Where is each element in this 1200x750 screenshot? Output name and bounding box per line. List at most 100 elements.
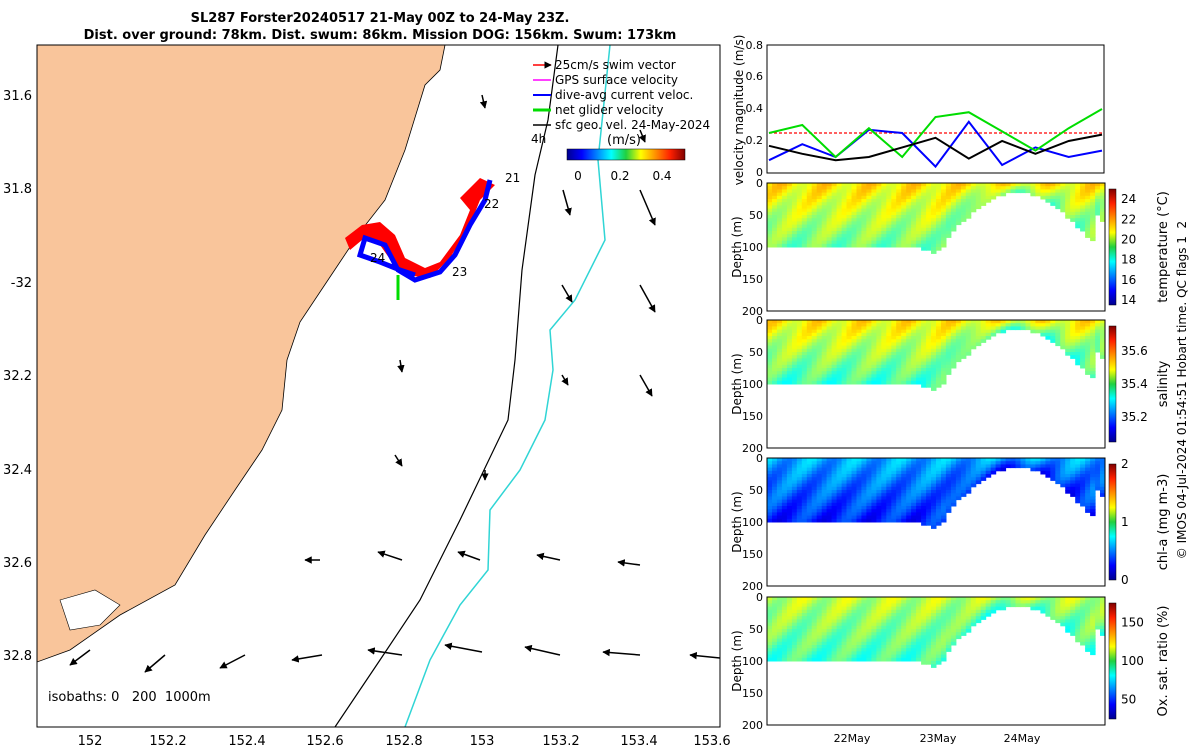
section-cell bbox=[1030, 603, 1036, 608]
section-cell bbox=[1025, 597, 1031, 601]
section-cell bbox=[806, 364, 813, 369]
section-cell bbox=[796, 496, 803, 501]
section-cell bbox=[891, 474, 897, 478]
section-cell bbox=[821, 332, 828, 337]
section-cell bbox=[1065, 470, 1071, 475]
section-cell bbox=[950, 227, 957, 232]
section-cell bbox=[886, 619, 892, 624]
section-cell bbox=[975, 320, 982, 324]
section-cell bbox=[931, 651, 937, 656]
section-cell bbox=[846, 648, 852, 652]
section-cell bbox=[916, 215, 922, 219]
section-cell bbox=[936, 323, 942, 327]
section-cell bbox=[926, 189, 932, 194]
section-cell bbox=[851, 597, 857, 601]
section-cell bbox=[916, 234, 922, 238]
section-cell bbox=[965, 326, 972, 331]
section-cell bbox=[851, 603, 857, 608]
section-cell bbox=[801, 348, 808, 353]
section-cell bbox=[911, 192, 917, 197]
section-cell bbox=[781, 186, 788, 190]
section-cell bbox=[816, 377, 823, 382]
section-cell bbox=[995, 600, 1002, 604]
section-cell bbox=[831, 515, 838, 520]
section-cell bbox=[866, 499, 872, 504]
section-cell bbox=[781, 240, 788, 245]
section-cell bbox=[1065, 458, 1071, 462]
section-cell bbox=[926, 199, 932, 203]
section-cell bbox=[826, 221, 833, 226]
time-tick-22may: 22May bbox=[834, 732, 871, 745]
section-cell bbox=[891, 506, 897, 510]
section-cell bbox=[876, 380, 882, 385]
section-cell bbox=[916, 458, 922, 462]
section-cell bbox=[861, 323, 867, 327]
section-cell bbox=[1095, 199, 1101, 203]
section-cell bbox=[1090, 323, 1096, 327]
section-cell bbox=[836, 616, 843, 620]
section-cell bbox=[1010, 326, 1017, 331]
section-cell bbox=[950, 464, 957, 469]
section-cell bbox=[931, 227, 937, 232]
section-cell bbox=[861, 320, 867, 324]
section-cell bbox=[941, 464, 947, 469]
section-cell bbox=[970, 467, 977, 472]
section-cell bbox=[965, 477, 972, 481]
map-x-tick: 153.4 bbox=[620, 734, 657, 749]
section-cell bbox=[811, 361, 818, 366]
track-label-23: 23 bbox=[452, 265, 467, 279]
section-cell bbox=[866, 326, 872, 331]
section-cell bbox=[975, 329, 982, 334]
section-cell bbox=[1030, 186, 1036, 190]
section-cell bbox=[955, 619, 962, 624]
section-cell bbox=[911, 380, 917, 385]
section-cell bbox=[841, 499, 848, 504]
section-cell bbox=[1060, 461, 1066, 465]
section-cell bbox=[906, 606, 912, 611]
section-cell bbox=[876, 339, 882, 343]
section-cell bbox=[975, 609, 982, 614]
section-cell bbox=[945, 336, 952, 340]
section-cell bbox=[1050, 320, 1056, 324]
section-cell bbox=[866, 342, 872, 347]
section-cell bbox=[886, 323, 892, 327]
section-cell bbox=[796, 625, 803, 630]
section-cell bbox=[871, 374, 877, 379]
section-cell bbox=[901, 493, 907, 497]
section-cell bbox=[866, 629, 872, 633]
section-cell bbox=[1070, 600, 1076, 604]
map-axis-x: 152 152.2 152.4 152.6 152.8 153 153.2 15… bbox=[78, 734, 731, 749]
section-cell bbox=[1040, 609, 1046, 614]
section-cell bbox=[891, 499, 897, 504]
section-cell bbox=[1085, 483, 1091, 488]
section-cell bbox=[801, 227, 808, 232]
section-cell bbox=[791, 509, 798, 513]
section-cell bbox=[936, 600, 942, 604]
section-cell bbox=[941, 629, 947, 633]
section-cell bbox=[1070, 320, 1076, 324]
section-cell bbox=[896, 371, 902, 375]
section-cell bbox=[786, 205, 793, 210]
section-cell bbox=[826, 506, 833, 510]
section-cell bbox=[1055, 609, 1061, 614]
section-cell bbox=[801, 202, 808, 206]
section-cell bbox=[891, 237, 897, 242]
section-cell bbox=[801, 326, 808, 331]
section-cell bbox=[866, 638, 872, 643]
section-cell bbox=[936, 490, 942, 494]
section-cell bbox=[1090, 458, 1096, 462]
section-cell bbox=[866, 619, 872, 624]
section-cell bbox=[921, 632, 927, 636]
section-cell bbox=[911, 355, 917, 359]
section-cell bbox=[896, 215, 902, 219]
section-cell bbox=[1050, 189, 1056, 194]
section-cell bbox=[811, 224, 818, 229]
section-cell bbox=[791, 329, 798, 334]
section-cell bbox=[826, 477, 833, 481]
section-cell bbox=[1070, 339, 1076, 343]
section-cell bbox=[791, 635, 798, 640]
section-cell bbox=[1070, 355, 1076, 359]
section-cell bbox=[767, 336, 773, 340]
isobath-1000m bbox=[404, 45, 611, 727]
section-cell bbox=[1010, 461, 1017, 465]
